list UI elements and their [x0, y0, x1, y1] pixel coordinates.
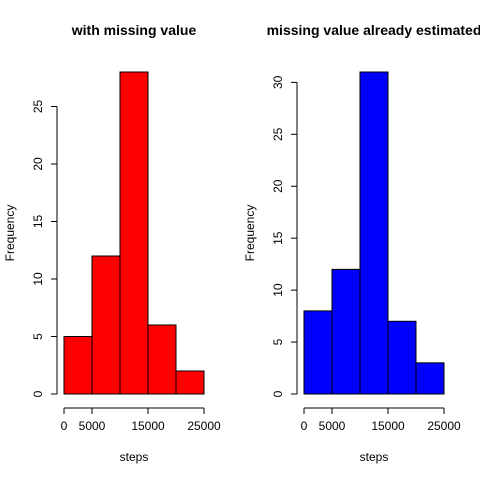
x-axis: 0 5000 15000 25000 — [301, 407, 461, 433]
x-axis-label: steps — [360, 450, 389, 464]
y-tick-label: 15 — [31, 215, 45, 229]
x-tick-label: 25000 — [427, 419, 461, 433]
y-tick-label: 10 — [31, 272, 45, 286]
histogram-bar — [415, 362, 445, 395]
y-tick-label: 5 — [271, 338, 285, 345]
y-axis-label: Frequency — [243, 205, 257, 262]
x-tick-label: 0 — [61, 419, 68, 433]
histogram-bar — [359, 71, 389, 395]
y-tick-label: 20 — [31, 157, 45, 171]
histogram-bar — [147, 324, 177, 395]
y-tick-label: 0 — [271, 390, 285, 397]
x-axis-label: steps — [120, 450, 149, 464]
histogram-bar — [331, 268, 361, 395]
histogram-bar — [387, 320, 417, 395]
histogram-bar — [175, 370, 205, 395]
y-tick-label: 15 — [271, 231, 285, 245]
histogram-bar — [119, 71, 149, 395]
y-tick-label: 20 — [271, 179, 285, 193]
bars — [303, 71, 445, 395]
y-tick-label: 30 — [271, 75, 285, 89]
x-tick-label: 5000 — [79, 419, 106, 433]
histogram-bar — [91, 255, 121, 395]
chart-title: with missing value — [71, 22, 197, 38]
histogram-missing-value-estimated: missing value already estimated steps Fr… — [243, 22, 480, 464]
bars — [63, 71, 205, 395]
y-axis: 0 5 10 15 20 25 — [31, 100, 58, 397]
histogram-bar — [63, 336, 93, 395]
x-axis: 0 5000 15000 25000 — [61, 407, 221, 433]
x-tick-label: 0 — [301, 419, 308, 433]
y-tick-label: 25 — [31, 100, 45, 114]
x-tick-label: 15000 — [131, 419, 165, 433]
y-tick-label: 0 — [31, 390, 45, 397]
chart-title: missing value already estimated — [267, 22, 480, 38]
y-axis: 0 5 10 15 20 25 30 — [271, 75, 298, 397]
histogram-with-missing-value: with missing value steps Frequency 0 5000… — [3, 22, 221, 464]
y-tick-label: 5 — [31, 333, 45, 340]
y-tick-label: 25 — [271, 127, 285, 141]
histogram-bar — [303, 310, 333, 395]
x-tick-label: 25000 — [187, 419, 221, 433]
x-tick-label: 15000 — [371, 419, 405, 433]
x-tick-label: 5000 — [319, 419, 346, 433]
y-tick-label: 10 — [271, 283, 285, 297]
y-axis-label: Frequency — [3, 205, 17, 262]
